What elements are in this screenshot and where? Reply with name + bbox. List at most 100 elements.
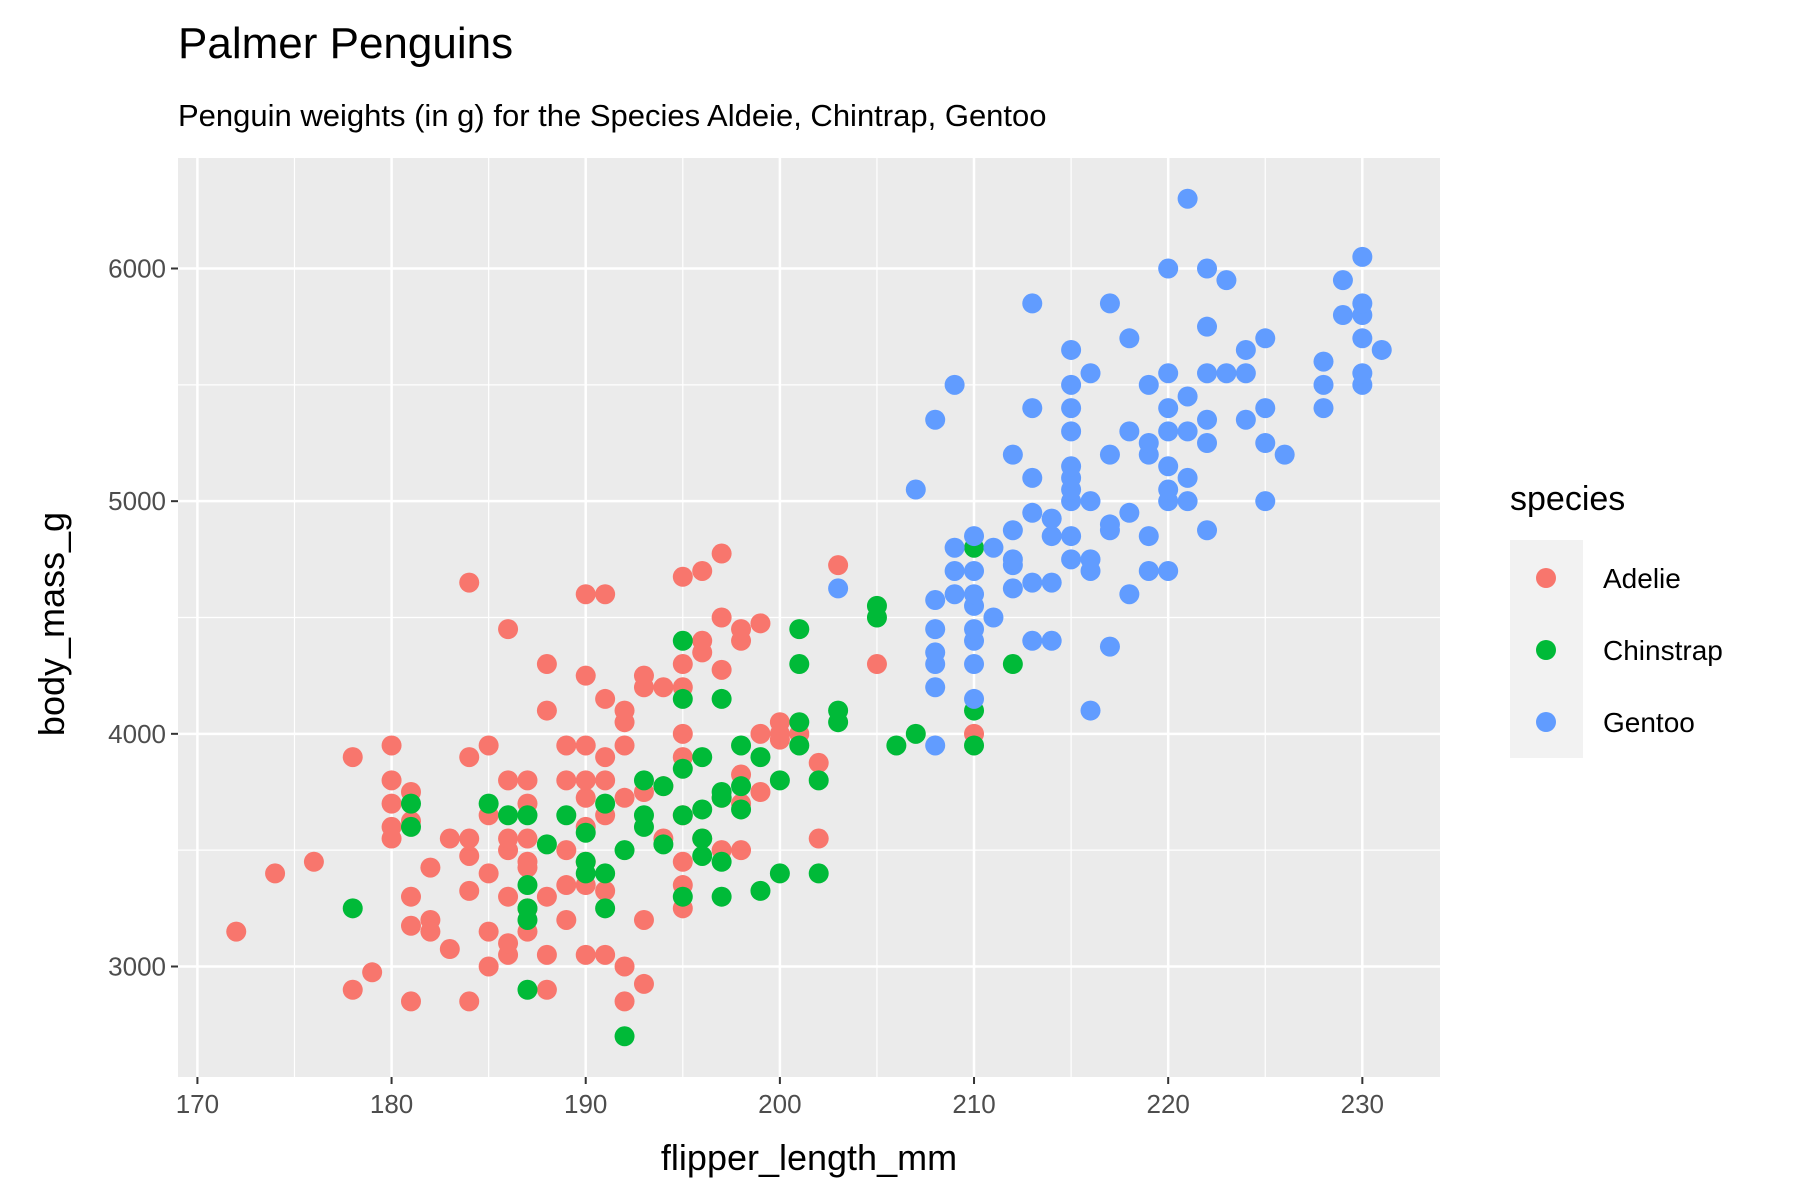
data-point-gentoo bbox=[925, 677, 946, 698]
data-point-chinstrap bbox=[789, 654, 810, 675]
data-point-gentoo bbox=[1197, 409, 1218, 430]
data-point-gentoo bbox=[1041, 630, 1062, 651]
data-point-gentoo bbox=[1041, 508, 1062, 529]
data-point-chinstrap bbox=[653, 776, 674, 797]
data-point-adelie bbox=[342, 979, 363, 1000]
data-point-chinstrap bbox=[692, 747, 713, 768]
data-point-gentoo bbox=[1177, 188, 1198, 209]
data-point-adelie bbox=[750, 613, 771, 634]
data-point-chinstrap bbox=[711, 688, 732, 709]
data-point-gentoo bbox=[1313, 351, 1334, 372]
data-point-chinstrap bbox=[595, 863, 616, 884]
data-point-chinstrap bbox=[672, 688, 693, 709]
data-point-gentoo bbox=[1061, 398, 1082, 419]
data-point-adelie bbox=[692, 560, 713, 581]
data-point-chinstrap bbox=[614, 840, 635, 861]
data-point-chinstrap bbox=[517, 875, 538, 896]
data-point-chinstrap bbox=[692, 799, 713, 820]
data-point-adelie bbox=[362, 962, 383, 983]
data-point-gentoo bbox=[1371, 339, 1392, 360]
data-point-chinstrap bbox=[769, 770, 790, 791]
data-point-gentoo bbox=[1022, 467, 1043, 488]
legend-marker-gentoo bbox=[1536, 712, 1556, 732]
data-point-chinstrap bbox=[692, 845, 713, 866]
y-axis: 3000 4000 5000 6000 bbox=[108, 254, 178, 981]
data-point-adelie bbox=[595, 747, 616, 768]
data-point-adelie bbox=[556, 735, 577, 756]
data-point-gentoo bbox=[944, 584, 965, 605]
data-point-adelie bbox=[769, 712, 790, 733]
data-point-adelie bbox=[303, 851, 324, 872]
data-point-gentoo bbox=[1138, 374, 1159, 395]
data-point-chinstrap bbox=[769, 863, 790, 884]
data-point-adelie bbox=[614, 991, 635, 1012]
data-point-adelie bbox=[595, 688, 616, 709]
data-point-adelie bbox=[459, 845, 480, 866]
data-point-adelie bbox=[400, 915, 421, 936]
data-point-gentoo bbox=[964, 584, 985, 605]
data-point-adelie bbox=[498, 770, 519, 791]
major-gridlines bbox=[178, 158, 1440, 1077]
data-point-adelie bbox=[575, 584, 596, 605]
data-point-gentoo bbox=[1099, 636, 1120, 657]
data-point-adelie bbox=[381, 828, 402, 849]
data-point-gentoo bbox=[1022, 398, 1043, 419]
data-point-gentoo bbox=[1197, 520, 1218, 541]
data-point-gentoo bbox=[1255, 433, 1276, 454]
data-point-gentoo bbox=[944, 374, 965, 395]
y-axis-title: body_mass_g bbox=[31, 512, 72, 736]
data-point-adelie bbox=[459, 747, 480, 768]
data-point-chinstrap bbox=[653, 834, 674, 855]
data-point-chinstrap bbox=[711, 781, 732, 802]
data-point-gentoo bbox=[1138, 560, 1159, 581]
data-point-gentoo bbox=[1119, 502, 1140, 523]
data-point-adelie bbox=[536, 700, 557, 721]
data-point-adelie bbox=[556, 770, 577, 791]
data-point-chinstrap bbox=[633, 770, 654, 791]
data-point-gentoo bbox=[1352, 328, 1373, 349]
data-point-adelie bbox=[750, 723, 771, 744]
data-point-adelie bbox=[575, 944, 596, 965]
data-point-gentoo bbox=[1255, 398, 1276, 419]
data-point-gentoo bbox=[1080, 549, 1101, 570]
data-point-adelie bbox=[536, 979, 557, 1000]
data-point-chinstrap bbox=[536, 834, 557, 855]
data-point-chinstrap bbox=[517, 805, 538, 826]
data-point-gentoo bbox=[1197, 258, 1218, 279]
data-point-adelie bbox=[575, 735, 596, 756]
data-point-gentoo bbox=[1352, 246, 1373, 267]
x-tick-label: 190 bbox=[564, 1089, 607, 1119]
data-point-gentoo bbox=[944, 537, 965, 558]
data-point-adelie bbox=[265, 863, 286, 884]
data-point-chinstrap bbox=[575, 851, 596, 872]
legend-title: species bbox=[1510, 480, 1625, 518]
x-tick-label: 220 bbox=[1146, 1089, 1189, 1119]
data-point-adelie bbox=[342, 747, 363, 768]
data-point-gentoo bbox=[1197, 363, 1218, 384]
data-point-gentoo bbox=[1061, 421, 1082, 442]
data-point-adelie bbox=[808, 828, 829, 849]
data-point-adelie bbox=[459, 991, 480, 1012]
data-point-adelie bbox=[614, 735, 635, 756]
data-point-chinstrap bbox=[575, 822, 596, 843]
data-point-gentoo bbox=[1061, 339, 1082, 360]
data-point-adelie bbox=[478, 956, 499, 977]
data-point-chinstrap bbox=[595, 898, 616, 919]
data-point-adelie bbox=[633, 665, 654, 686]
legend-label-gentoo: Gentoo bbox=[1603, 707, 1695, 738]
data-point-adelie bbox=[731, 840, 752, 861]
data-point-adelie bbox=[808, 752, 829, 773]
data-point-chinstrap bbox=[711, 886, 732, 907]
data-point-adelie bbox=[517, 851, 538, 872]
data-point-gentoo bbox=[1332, 270, 1353, 291]
data-point-gentoo bbox=[1158, 258, 1179, 279]
data-point-gentoo bbox=[1119, 584, 1140, 605]
x-axis-title: flipper_length_mm bbox=[661, 1137, 957, 1178]
data-point-gentoo bbox=[1177, 491, 1198, 512]
data-point-gentoo bbox=[1255, 491, 1276, 512]
data-point-adelie bbox=[575, 665, 596, 686]
data-point-gentoo bbox=[1158, 456, 1179, 477]
data-point-chinstrap bbox=[789, 712, 810, 733]
data-point-gentoo bbox=[1197, 316, 1218, 337]
data-point-adelie bbox=[692, 630, 713, 651]
